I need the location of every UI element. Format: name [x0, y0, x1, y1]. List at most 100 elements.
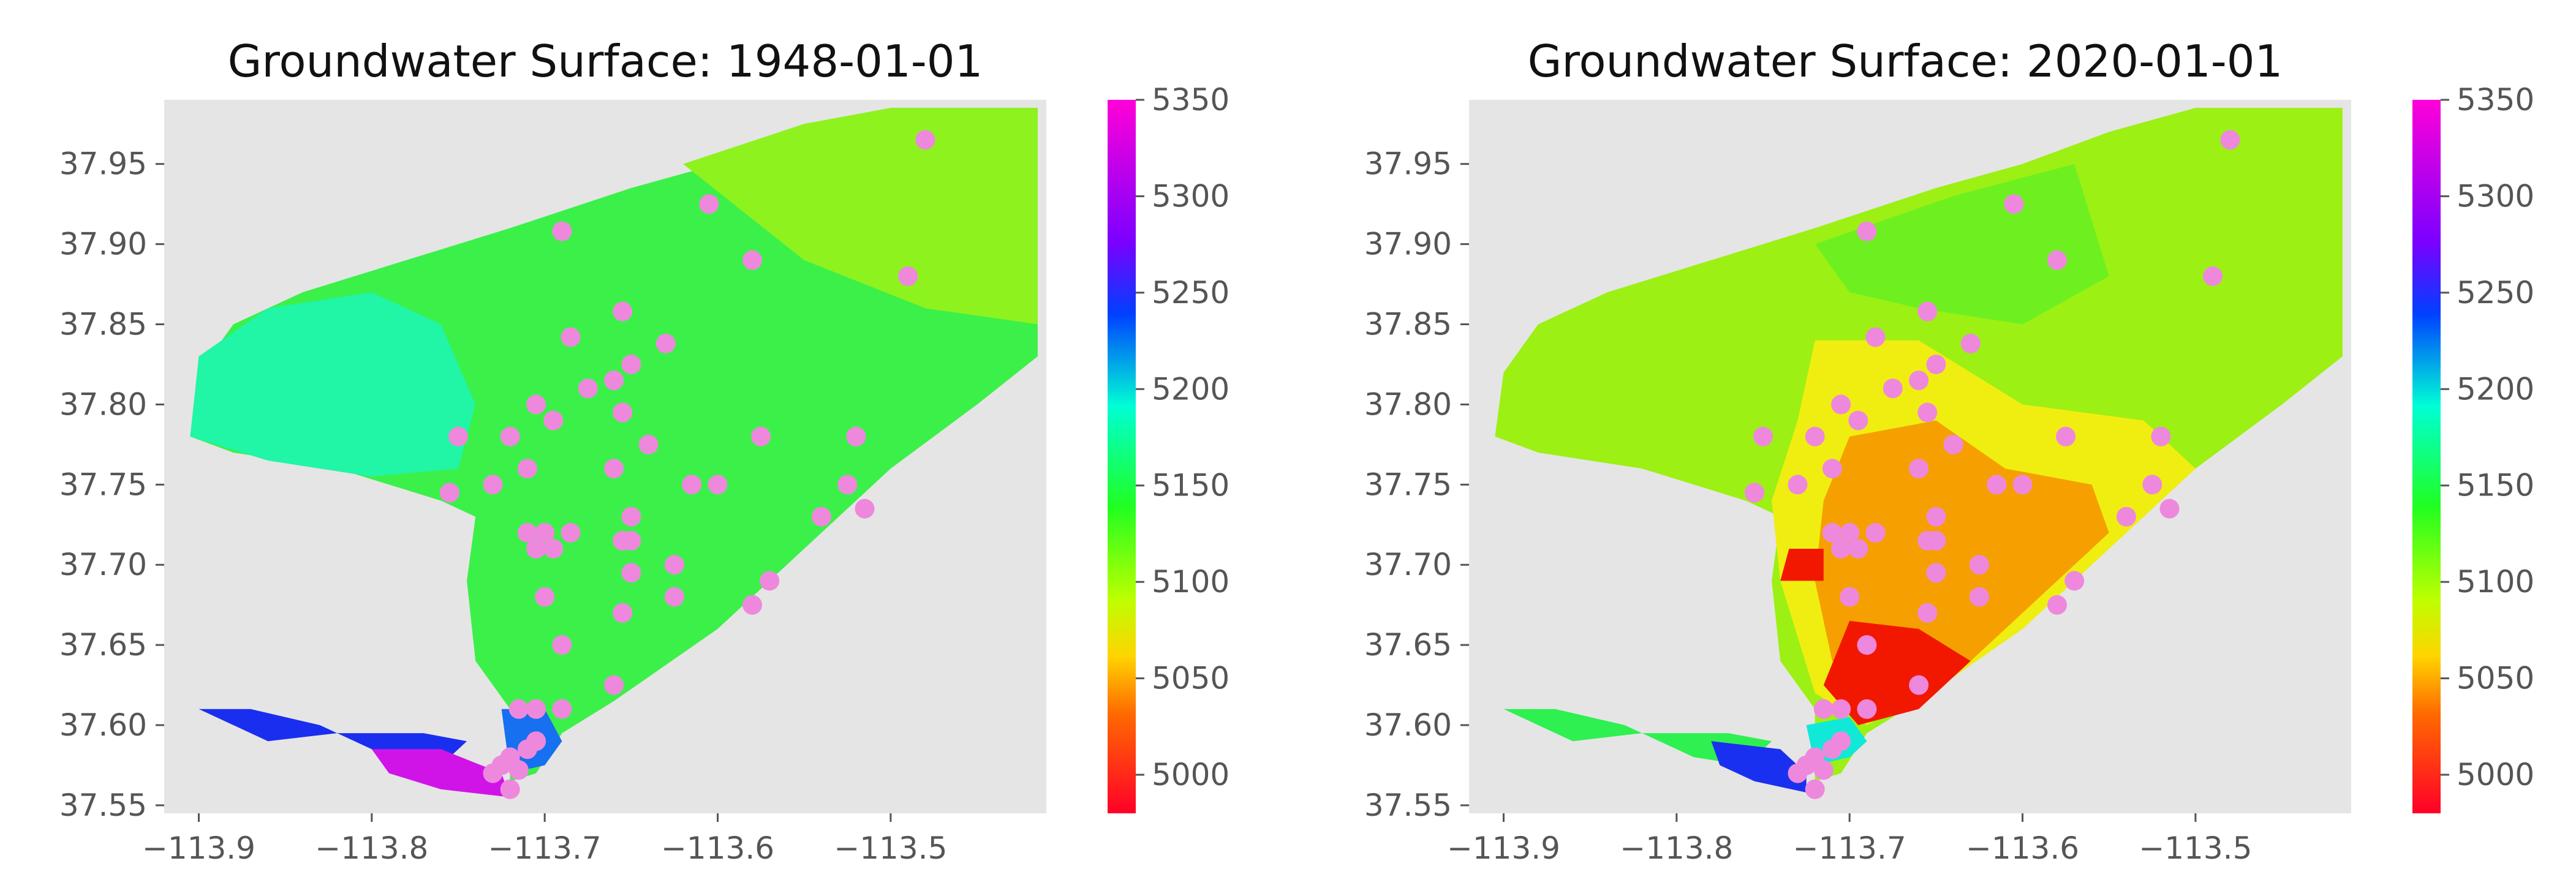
well-point	[552, 635, 572, 655]
x-tick-label: −113.7	[488, 830, 602, 866]
well-point	[621, 506, 641, 527]
well-point	[2159, 499, 2180, 519]
colorbar-tick-label: 5300	[1152, 178, 1229, 214]
well-point	[1840, 522, 1860, 543]
well-point	[543, 410, 564, 431]
well-point	[552, 699, 572, 719]
well-point	[1831, 539, 1851, 559]
colorbar-tick-label: 5100	[1152, 564, 1229, 600]
well-point	[483, 475, 503, 495]
well-point	[1857, 699, 1877, 719]
well-point	[535, 522, 555, 543]
colorbar-ticks: 5000 5050 5100 5150 5200 5250 5300 5350	[1136, 82, 1229, 792]
x-tick-label: −113.7	[1793, 830, 1906, 866]
y-tick-label: 37.60	[1364, 707, 1452, 743]
wells-layer	[1744, 130, 2240, 799]
well-point	[1788, 763, 1808, 783]
well-point	[578, 378, 598, 399]
x-tick-label: −113.5	[2139, 830, 2252, 866]
well-point	[621, 530, 641, 551]
well-point	[664, 555, 684, 575]
colorbar-tick-label: 5350	[1152, 82, 1229, 118]
well-point	[760, 571, 780, 591]
well-point	[604, 675, 624, 695]
well-point	[1788, 475, 1808, 495]
y-tick-label: 37.85	[1364, 307, 1452, 342]
well-point	[526, 394, 546, 415]
well-point	[2047, 250, 2067, 270]
well-point	[1883, 378, 1903, 399]
colorbar-tick-label: 5200	[1152, 371, 1229, 407]
x-tick-label: −113.8	[1620, 830, 1733, 866]
well-point	[638, 434, 659, 454]
well-point	[604, 459, 624, 479]
y-tick-label: 37.70	[1364, 547, 1452, 582]
well-point	[517, 522, 537, 543]
colorbar-tick-label: 5250	[2457, 275, 2534, 311]
well-point	[1840, 587, 1860, 607]
well-point	[621, 355, 641, 374]
well-point	[655, 333, 676, 353]
well-point	[846, 426, 866, 446]
well-point	[811, 506, 831, 527]
well-point	[1987, 475, 2007, 495]
well-point	[2116, 506, 2136, 527]
x-tick-label: −113.5	[834, 830, 947, 866]
colorbar-tick-label: 5050	[1152, 661, 1229, 696]
surface-region-west-pocket-red	[1780, 549, 1824, 581]
well-point	[1917, 402, 1938, 423]
well-point	[682, 475, 702, 495]
colorbar-tick-label: 5150	[1152, 468, 1229, 503]
y-tick-label: 37.95	[1364, 146, 1452, 182]
well-point	[1822, 459, 1842, 479]
well-point	[1960, 333, 1981, 353]
y-axis: 37.55 37.60 37.65 37.70 37.75 37.80 37.85 37.90…	[59, 146, 164, 823]
well-point	[742, 250, 762, 270]
y-tick-label: 37.60	[59, 707, 147, 743]
well-point	[613, 301, 633, 322]
x-tick-label: −113.6	[661, 830, 774, 866]
well-point	[2047, 595, 2067, 615]
colorbar: 5000 5050 5100 5150 5200 5250 5300 5350	[2412, 82, 2534, 813]
well-point	[742, 595, 762, 615]
surface-region-basin	[190, 108, 1038, 781]
colorbar-tick-label: 5150	[2457, 468, 2534, 503]
surface-region-north-trough	[1815, 164, 2109, 325]
well-point	[1943, 434, 1963, 454]
x-tick-label: −113.9	[1447, 830, 1560, 866]
well-point	[2220, 130, 2240, 150]
well-point	[526, 699, 546, 719]
well-point	[751, 426, 771, 446]
well-point	[1909, 675, 1929, 695]
colorbar-tick-label: 5350	[2457, 82, 2534, 118]
well-point	[1831, 699, 1851, 719]
y-tick-label: 37.75	[59, 467, 147, 502]
well-point	[621, 563, 641, 583]
x-tick-label: −113.9	[142, 830, 255, 866]
well-point	[508, 699, 529, 719]
wells-layer	[439, 130, 935, 799]
y-tick-label: 37.80	[59, 386, 147, 422]
well-point	[1813, 699, 1834, 719]
x-tick-label: −113.8	[315, 830, 428, 866]
y-tick-label: 37.85	[59, 307, 147, 342]
well-point	[1926, 530, 1946, 551]
well-point	[448, 426, 468, 446]
well-point	[561, 522, 581, 543]
well-point	[508, 760, 529, 780]
well-point	[1926, 355, 1946, 374]
well-point	[2012, 475, 2033, 495]
y-tick-label: 37.65	[59, 627, 147, 663]
well-point	[1753, 426, 1773, 446]
well-point	[483, 763, 503, 783]
colorbar-gradient	[1108, 100, 1136, 813]
well-point	[1909, 459, 1929, 479]
y-tick-label: 37.55	[1364, 788, 1452, 823]
well-point	[2203, 266, 2223, 286]
surface-layer	[190, 108, 1038, 797]
y-tick-label: 37.95	[59, 146, 147, 182]
well-point	[517, 739, 537, 759]
y-tick-label: 37.90	[59, 227, 147, 262]
chart-title: Groundwater Surface: 1948-01-01	[228, 36, 983, 87]
